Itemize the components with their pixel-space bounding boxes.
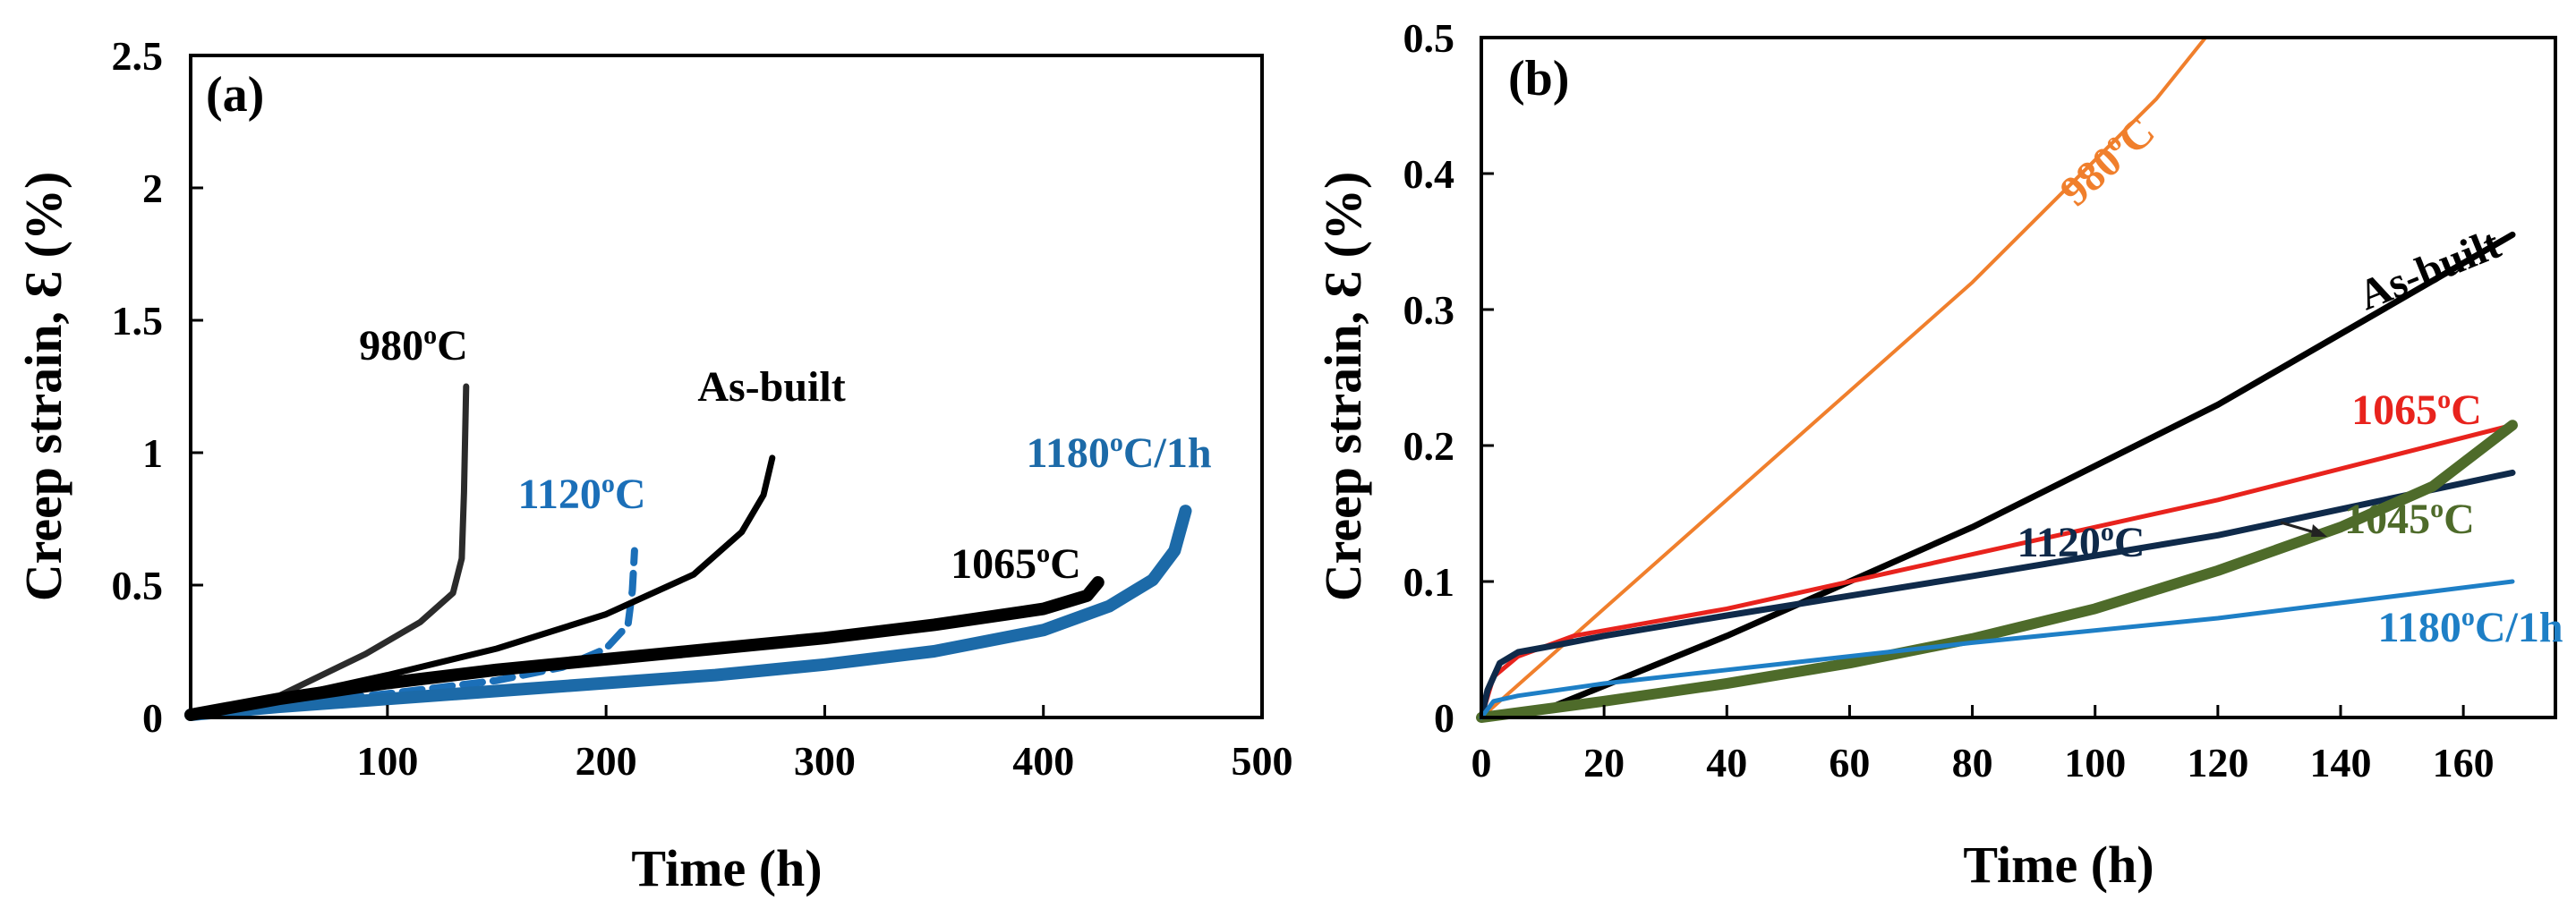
x-tick-label: 20 — [1583, 740, 1625, 785]
series-line-1120-c — [1478, 469, 2516, 721]
panel-a-x-axis-title: Time (h) — [631, 839, 822, 897]
series-label-1065-c: 1065oC — [2351, 385, 2482, 434]
panel-a-label: (a) — [206, 67, 264, 123]
y-tick-label: 0.3 — [1403, 287, 1455, 333]
y-tick-label: 1 — [142, 430, 163, 476]
x-tick-label: 200 — [576, 738, 637, 784]
series-line-1065-c — [184, 576, 1105, 721]
panel-b-series-labels: 980oC As-built 1065oC 1120oC 1045oC 1180oC/1h — [2017, 106, 2563, 651]
y-tick-label: 0.5 — [112, 563, 164, 608]
x-tick-label: 100 — [356, 738, 418, 784]
x-tick-label: 100 — [2064, 740, 2126, 785]
x-tick-label: 0 — [1471, 740, 1492, 785]
y-tick-label: 0.5 — [1403, 15, 1455, 61]
y-tick-label: 0 — [1434, 695, 1454, 741]
series-label-1120-c: 1120oC — [517, 469, 645, 518]
x-tick-label: 300 — [794, 738, 856, 784]
x-tick-label: 160 — [2433, 740, 2495, 785]
x-tick-label: 400 — [1012, 738, 1074, 784]
series-line-as-built — [1478, 231, 2516, 721]
series-line-1045-c — [1476, 420, 2518, 723]
series-label-1180-c-1h: 1180oC/1h — [2377, 602, 2563, 651]
series-label-980-c: 980oC — [2050, 106, 2163, 216]
panel-b-x-axis-title: Time (h) — [1963, 836, 2154, 894]
panel-b-curves — [1476, 36, 2518, 723]
x-tick-label: 60 — [1829, 740, 1870, 785]
panel-b-y-axis-title: Creep strain, Ɛ (%) — [1314, 172, 1372, 602]
panel-a-x-ticks: 100 200 300 400 500 — [356, 705, 1293, 784]
y-tick-label: 2.5 — [112, 33, 164, 79]
series-label-980-c: 980oC — [359, 320, 468, 369]
panel-b: 0 20 40 60 80 100 120 140 160 0 0.1 0.2 0.3 0.4 0.5 (… — [1314, 15, 2563, 894]
series-label-1065-c: 1065oC — [951, 539, 1081, 588]
panel-b-x-ticks: 0 20 40 60 80 100 120 140 160 — [1471, 705, 2495, 785]
x-tick-label: 140 — [2310, 740, 2372, 785]
y-tick-label: 0.1 — [1403, 559, 1455, 605]
series-label-1045-c: 1045oC — [2344, 494, 2475, 543]
panel-a-y-ticks: 0 0.5 1 1.5 2 2.5 — [112, 33, 203, 741]
panel-b-label: (b) — [1508, 51, 1569, 106]
series-label-1180-c-1h: 1180oC/1h — [1026, 428, 1211, 477]
y-tick-label: 1.5 — [112, 298, 164, 344]
y-tick-label: 0.2 — [1403, 423, 1455, 469]
series-label-1120-c: 1120oC — [2017, 517, 2145, 566]
series-label-as-built: As-built — [697, 363, 845, 411]
series-line-980-c — [1480, 36, 2208, 719]
x-tick-label: 40 — [1706, 740, 1747, 785]
x-tick-label: 120 — [2187, 740, 2248, 785]
x-tick-label: 500 — [1232, 738, 1293, 784]
panel-a-series-labels: 980oC 1120oC As-built 1180oC/1h 1065oC — [359, 320, 1211, 588]
x-tick-label: 80 — [1952, 740, 1993, 785]
series-label-as-built: As-built — [2352, 220, 2507, 319]
panel-a: 100 200 300 400 500 0 0.5 1 1.5 2 2.5 (a) Time (h… — [14, 33, 1293, 897]
panel-b-y-ticks: 0 0.1 0.2 0.3 0.4 0.5 — [1403, 15, 1494, 741]
y-tick-label: 2 — [142, 166, 163, 211]
panel-a-y-axis-title: Creep strain, Ɛ (%) — [14, 172, 73, 602]
panel-a-curves — [184, 383, 1192, 721]
label-pointer-arrowhead — [2311, 524, 2327, 537]
panel-a-frame — [189, 54, 1264, 719]
y-tick-label: 0.4 — [1403, 151, 1455, 197]
series-line-1180-c-1h — [184, 505, 1192, 721]
panel-b-frame — [1480, 36, 2557, 719]
series-line-1180-c-1h — [1479, 579, 2515, 720]
y-tick-label: 0 — [142, 695, 163, 741]
series-line-980-c — [242, 383, 470, 716]
